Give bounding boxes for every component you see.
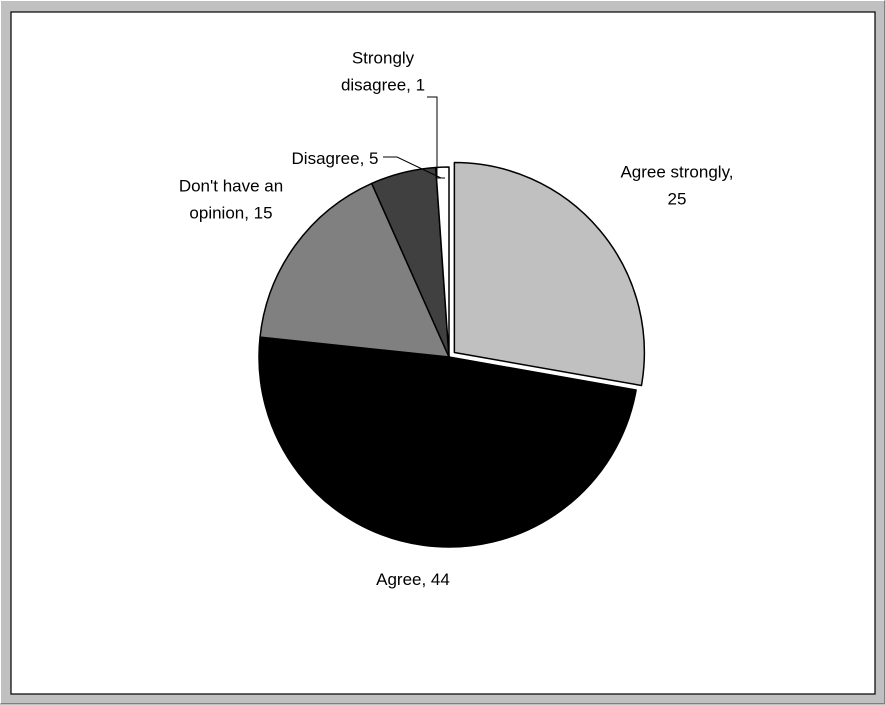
pie-slice-1 [258,336,637,548]
leader-lines [383,96,445,179]
slice-label-line: Agree, 44 [376,570,450,589]
slice-labels: Agree strongly, 25 Agree, 44 Don't have an o… [179,49,734,590]
slice-label-line: Agree strongly, [620,163,733,182]
slice-label-2: Don't have an opinion, 15 [179,177,283,223]
slice-label-0: Agree strongly, 25 [620,163,733,209]
slice-label-3: Disagree, 5 [292,149,379,168]
pie-slice-4 [434,166,450,358]
slice-label-4: Strongly disagree, 1 [341,49,425,95]
slice-label-line: Strongly [352,49,415,68]
leader-line-3 [383,156,442,179]
pie-slices [258,161,646,548]
leader-line-4 [427,96,445,179]
slice-label-line: Disagree, 5 [292,149,379,168]
slice-label-line: disagree, 1 [341,76,425,95]
slice-label-line: opinion, 15 [189,204,272,223]
pie-slice-2 [259,182,450,358]
pie-slice-0 [453,161,646,387]
slice-label-1: Agree, 44 [376,570,450,589]
slice-label-line: Don't have an [179,177,283,196]
slice-label-line: 25 [668,190,687,209]
